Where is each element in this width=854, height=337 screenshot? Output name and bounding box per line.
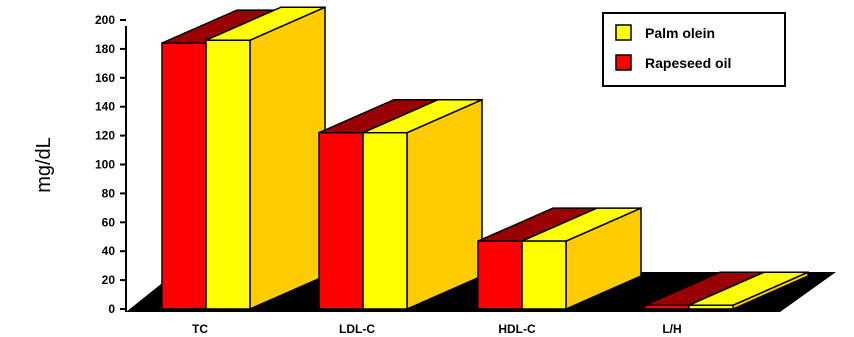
x-category-label: HDL-C: [498, 322, 536, 336]
y-tick-label: 180: [95, 42, 115, 56]
bar-palm-olein: [688, 304, 734, 310]
bar-rapeseed-oil: [477, 240, 523, 310]
y-tick-label: 40: [102, 244, 116, 258]
x-category-label: TC: [192, 322, 208, 336]
y-axis-label: mg/dL: [33, 137, 55, 193]
y-axis-ticks: 0 20 40 60 80 100 120 140 160 180 200: [95, 13, 126, 316]
legend-label-palm-olein: Palm olein: [645, 25, 715, 41]
bar-palm-olein: [362, 131, 408, 310]
y-tick-label: 160: [95, 71, 115, 85]
legend-label-rapeseed-oil: Rapeseed oil: [645, 55, 731, 71]
y-tick-label: 0: [108, 302, 115, 316]
y-tick-label: 200: [95, 13, 115, 27]
x-axis-categories: TC LDL-C HDL-C L/H: [192, 322, 682, 336]
bar-group-ldl-c: [318, 98, 483, 311]
y-tick-label: 100: [95, 158, 115, 172]
y-tick-label: 20: [102, 273, 116, 287]
bar-palm-olein-side: [406, 98, 483, 311]
bar-palm-olein: [205, 39, 251, 310]
y-tick-label: 120: [95, 129, 115, 143]
legend-swatch-palm-olein: [615, 24, 632, 41]
x-category-label: L/H: [662, 322, 681, 336]
bars: [161, 6, 809, 311]
bar-group-tc: [161, 6, 326, 311]
bar-group-l-h: [644, 271, 809, 311]
bar-rapeseed-oil: [318, 131, 364, 310]
bar-rapeseed-oil: [644, 304, 690, 310]
bar-palm-olein-side: [249, 6, 326, 311]
bar-palm-olein: [521, 240, 567, 310]
bar-group-hdl-c: [477, 206, 642, 311]
y-tick-label: 80: [102, 186, 116, 200]
y-tick-label: 140: [95, 100, 115, 114]
legend-box: [602, 12, 786, 87]
legend-swatch-rapeseed-oil: [615, 54, 632, 71]
y-tick-label: 60: [102, 215, 116, 229]
bar-rapeseed-oil: [161, 42, 207, 310]
x-category-label: LDL-C: [339, 322, 375, 336]
legend: Palm olein Rapeseed oil: [602, 12, 786, 87]
